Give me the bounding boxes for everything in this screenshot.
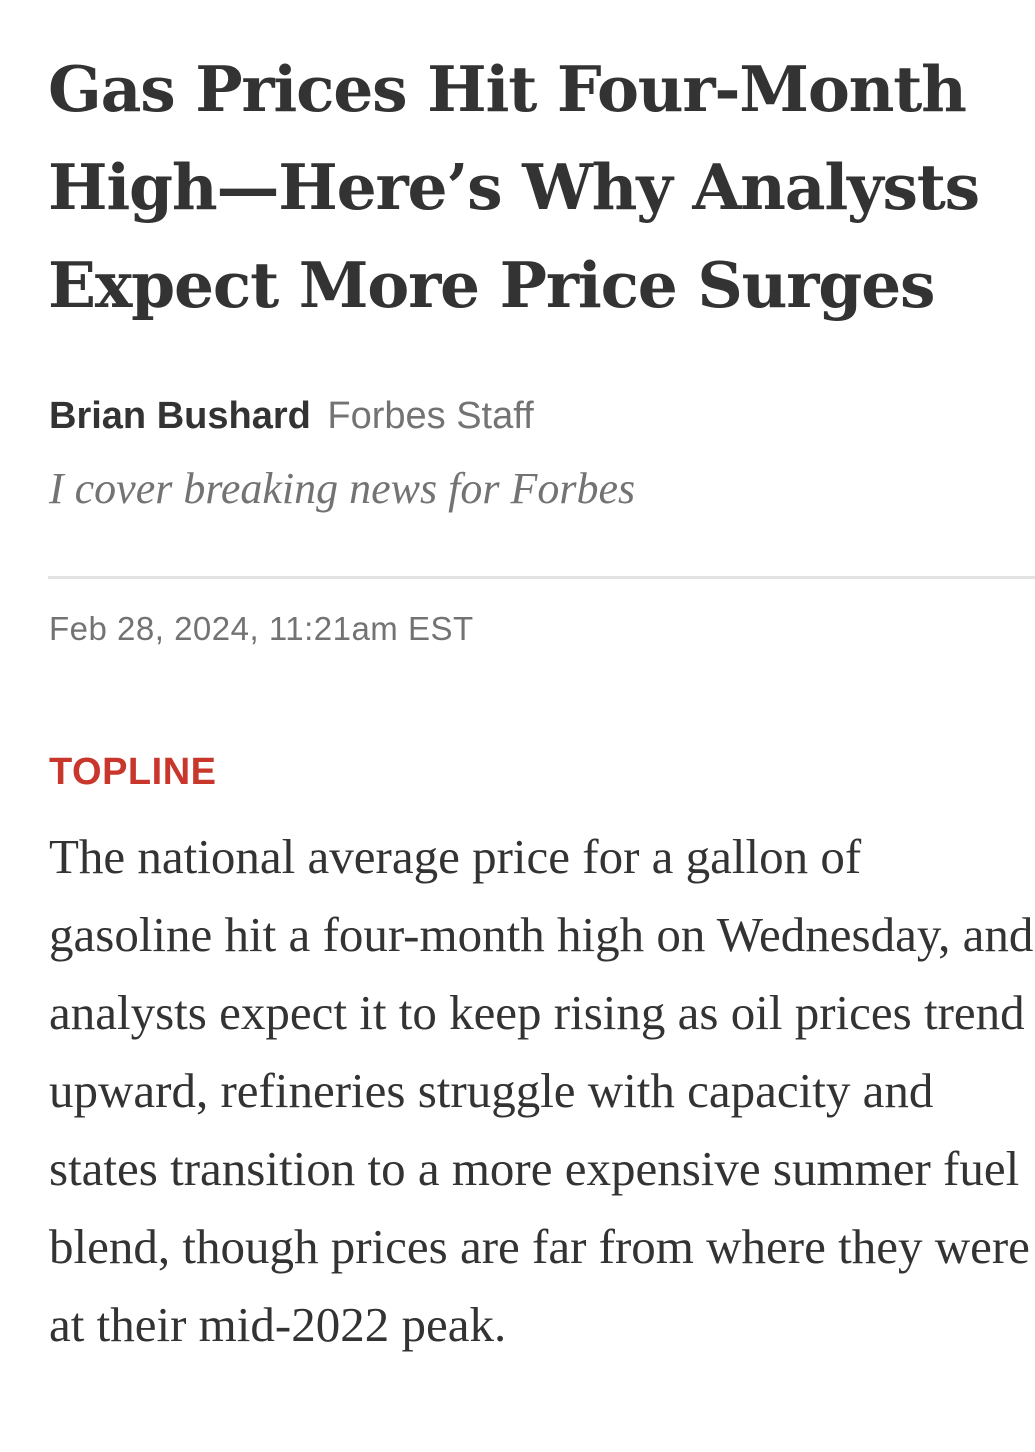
publish-timestamp: Feb 28, 2024, 11:21am EST (49, 610, 474, 647)
byline: Brian Bushard Forbes Staff (49, 391, 534, 441)
author-bio: I cover breaking news for Forbes (49, 464, 636, 513)
section-label-topline: TOPLINE (49, 751, 217, 793)
author-name[interactable]: Brian Bushard (49, 395, 311, 437)
article-body-paragraph: The national average price for a gallon … (49, 829, 1034, 1352)
headline: Gas Prices Hit Four-Month High—Here’s Wh… (48, 52, 980, 322)
divider (48, 576, 1035, 579)
author-role: Forbes Staff (327, 395, 534, 437)
